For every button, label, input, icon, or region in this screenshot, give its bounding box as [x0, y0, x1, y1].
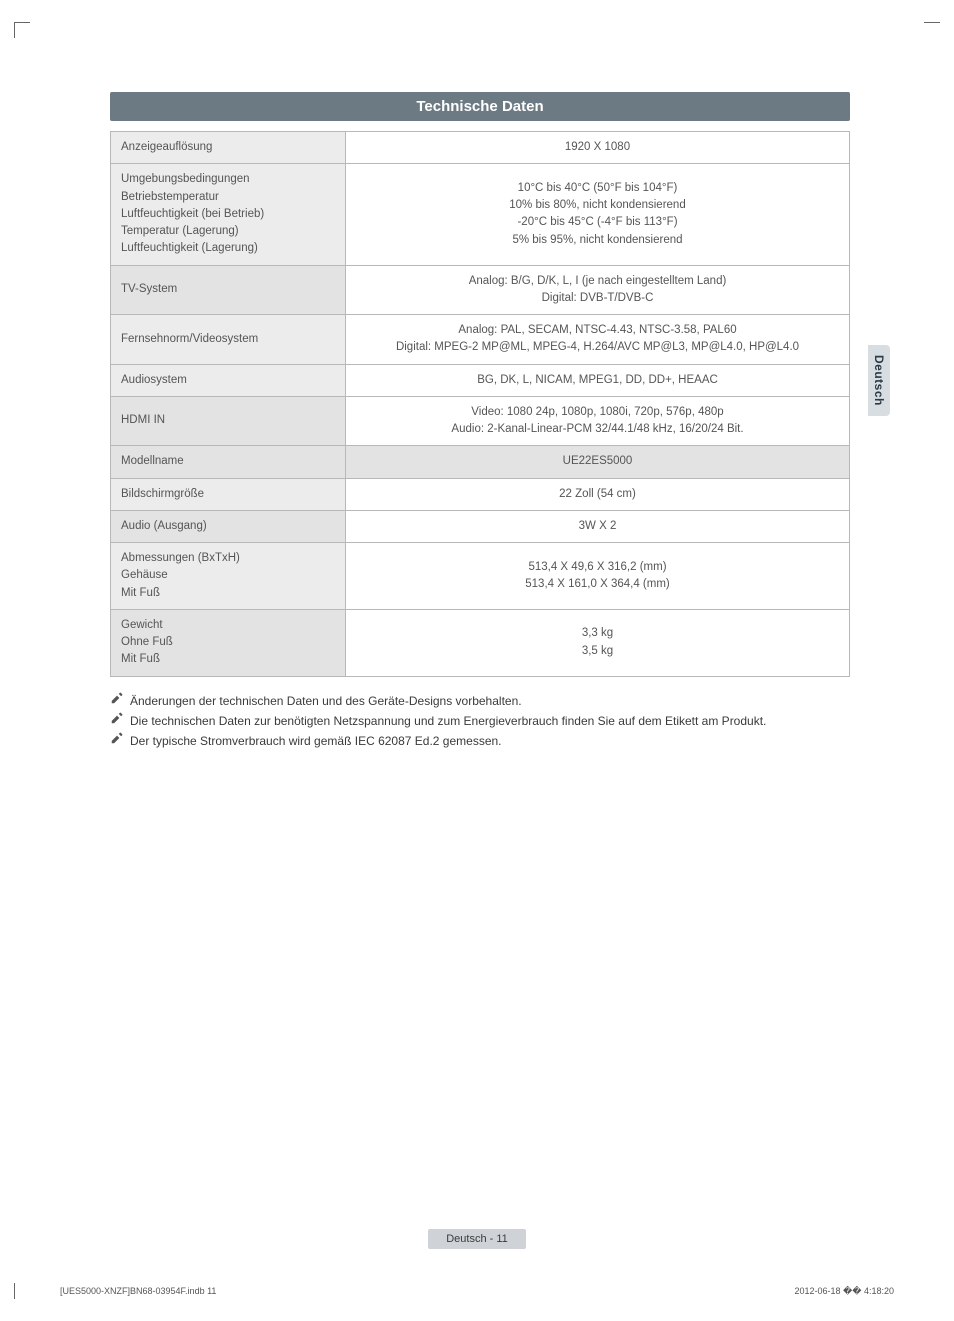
- spec-value: Video: 1080 24p, 1080p, 1080i, 720p, 576…: [346, 396, 850, 446]
- table-row: UmgebungsbedingungenBetriebstemperaturLu…: [111, 164, 850, 265]
- spec-value: 3W X 2: [346, 510, 850, 542]
- spec-table: Anzeigeauflösung1920 X 1080Umgebungsbedi…: [110, 131, 850, 677]
- spec-label: UmgebungsbedingungenBetriebstemperaturLu…: [111, 164, 346, 265]
- spec-value: 1920 X 1080: [346, 132, 850, 164]
- spec-label: HDMI IN: [111, 396, 346, 446]
- spec-label: Bildschirmgröße: [111, 478, 346, 510]
- page-content: Technische Daten Anzeigeauflösung1920 X …: [110, 92, 850, 752]
- page-number-pill: Deutsch - 11: [428, 1229, 526, 1249]
- spec-label: Audiosystem: [111, 364, 346, 396]
- note-icon: [110, 731, 124, 751]
- spec-value: Analog: B/G, D/K, L, I (je nach eingeste…: [346, 265, 850, 315]
- note-icon: [110, 711, 124, 731]
- spec-value: Analog: PAL, SECAM, NTSC-4.43, NTSC-3.58…: [346, 315, 850, 365]
- crop-mark-bl: [14, 1283, 30, 1299]
- table-row: HDMI INVideo: 1080 24p, 1080p, 1080i, 72…: [111, 396, 850, 446]
- note-text: Der typische Stromverbrauch wird gemäß I…: [130, 731, 502, 751]
- print-metadata: [UES5000-XNZF]BN68-03954F.indb 11 2012-0…: [60, 1286, 894, 1297]
- note-text: Die technischen Daten zur benötigten Net…: [130, 711, 766, 731]
- note-line: Der typische Stromverbrauch wird gemäß I…: [110, 731, 850, 751]
- spec-label: Abmessungen (BxTxH)GehäuseMit Fuß: [111, 543, 346, 610]
- note-line: Die technischen Daten zur benötigten Net…: [110, 711, 850, 731]
- spec-value: 10°C bis 40°C (50°F bis 104°F)10% bis 80…: [346, 164, 850, 265]
- note-icon: [110, 691, 124, 711]
- spec-value: 3,3 kg3,5 kg: [346, 609, 850, 676]
- table-row: ModellnameUE22ES5000: [111, 446, 850, 478]
- language-side-tab: Deutsch: [868, 345, 890, 416]
- note-line: Änderungen der technischen Daten und des…: [110, 691, 850, 711]
- spec-value: 22 Zoll (54 cm): [346, 478, 850, 510]
- spec-label: TV-System: [111, 265, 346, 315]
- spec-label: GewichtOhne FußMit Fuß: [111, 609, 346, 676]
- spec-label: Modellname: [111, 446, 346, 478]
- table-row: Anzeigeauflösung1920 X 1080: [111, 132, 850, 164]
- table-row: Abmessungen (BxTxH)GehäuseMit Fuß513,4 X…: [111, 543, 850, 610]
- spec-label: Anzeigeauflösung: [111, 132, 346, 164]
- table-row: TV-SystemAnalog: B/G, D/K, L, I (je nach…: [111, 265, 850, 315]
- spec-value: UE22ES5000: [346, 446, 850, 478]
- spec-label: Fernsehnorm/Videosystem: [111, 315, 346, 365]
- table-row: Audio (Ausgang)3W X 2: [111, 510, 850, 542]
- table-row: AudiosystemBG, DK, L, NICAM, MPEG1, DD, …: [111, 364, 850, 396]
- notes-block: Änderungen der technischen Daten und des…: [110, 691, 850, 752]
- print-meta-right: 2012-06-18 �� 4:18:20: [794, 1286, 894, 1297]
- spec-value: 513,4 X 49,6 X 316,2 (mm)513,4 X 161,0 X…: [346, 543, 850, 610]
- section-title: Technische Daten: [110, 92, 850, 121]
- table-row: GewichtOhne FußMit Fuß3,3 kg3,5 kg: [111, 609, 850, 676]
- table-row: Bildschirmgröße22 Zoll (54 cm): [111, 478, 850, 510]
- crop-mark-tl: [14, 22, 30, 38]
- crop-mark-tr: [924, 22, 940, 38]
- table-row: Fernsehnorm/VideosystemAnalog: PAL, SECA…: [111, 315, 850, 365]
- note-text: Änderungen der technischen Daten und des…: [130, 691, 522, 711]
- spec-label: Audio (Ausgang): [111, 510, 346, 542]
- spec-value: BG, DK, L, NICAM, MPEG1, DD, DD+, HEAAC: [346, 364, 850, 396]
- page-footer: Deutsch - 11: [0, 1229, 954, 1249]
- print-meta-left: [UES5000-XNZF]BN68-03954F.indb 11: [60, 1286, 216, 1297]
